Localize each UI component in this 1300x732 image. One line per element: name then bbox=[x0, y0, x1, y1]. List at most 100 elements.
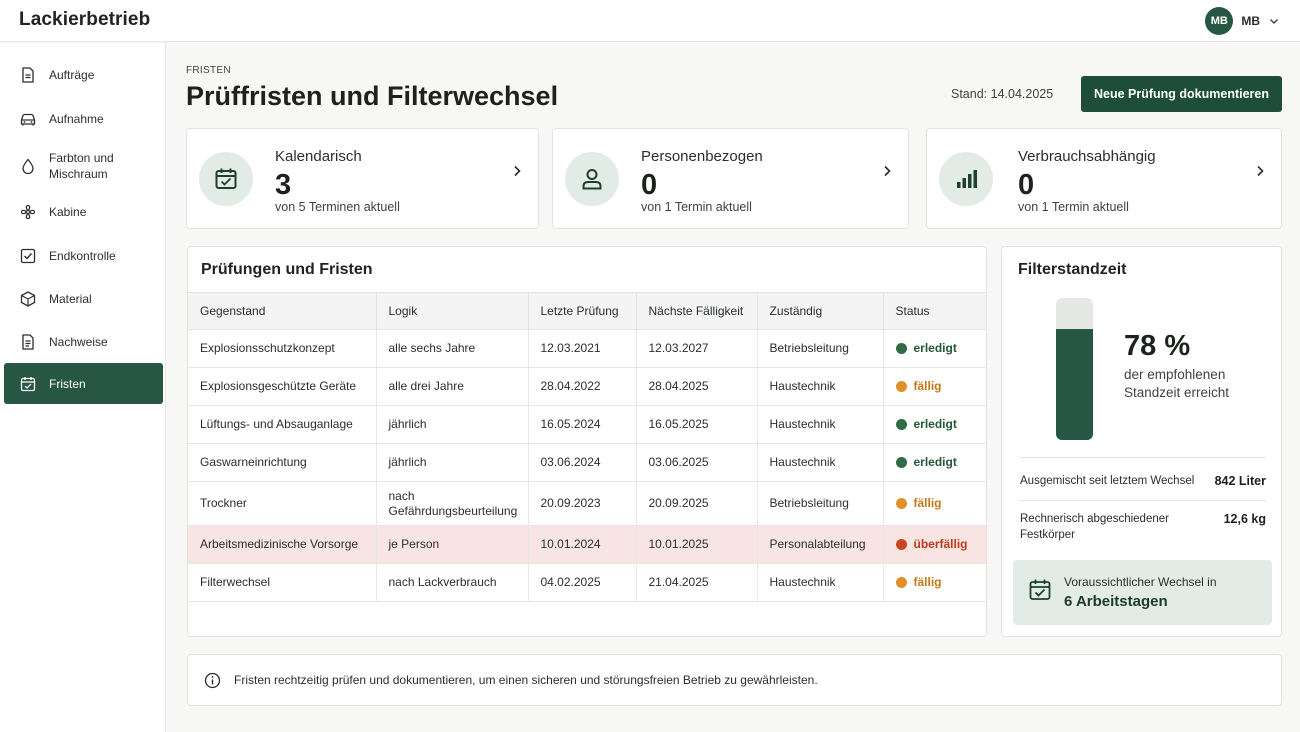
cell-logic: nach Lackverbrauch bbox=[376, 563, 529, 602]
filter-gauge-fill bbox=[1056, 329, 1093, 440]
sidebar-item-nachweise[interactable]: Nachweise bbox=[4, 321, 163, 362]
breadcrumb: FRISTEN bbox=[186, 65, 231, 76]
table-header-row: Gegenstand Logik Letzte Prüfung Nächste … bbox=[188, 292, 986, 330]
cell-next-due: 20.09.2025 bbox=[636, 481, 758, 526]
column-header[interactable]: Letzte Prüfung bbox=[528, 292, 637, 330]
cell-status: fällig bbox=[883, 367, 987, 406]
cell-owner: Betriebsleitung bbox=[757, 481, 884, 526]
user-initials[interactable]: MB bbox=[1241, 14, 1260, 28]
card-icon-wrap bbox=[939, 152, 993, 206]
card-title: Personenbezogen bbox=[641, 148, 763, 165]
avatar[interactable]: MB bbox=[1205, 7, 1234, 35]
sidebar-item-fristen[interactable]: Fristen bbox=[4, 363, 163, 404]
filter-percent: 78 % bbox=[1124, 330, 1191, 362]
filter-panel: Filterstandzeit 78 % der empfohlenen Sta… bbox=[1001, 246, 1282, 637]
cell-status: erledigt bbox=[883, 329, 986, 368]
cell-item: Trockner bbox=[188, 481, 377, 526]
card-value: 0 bbox=[641, 169, 658, 201]
card-sub: von 1 Termin aktuell bbox=[641, 200, 752, 214]
bar-chart-icon bbox=[957, 170, 977, 188]
cell-next-due: 03.06.2025 bbox=[636, 443, 758, 482]
cell-item: Arbeitsmedizinische Vorsorge bbox=[188, 525, 377, 564]
column-header[interactable]: Gegenstand bbox=[188, 292, 377, 330]
card-title: Kalendarisch bbox=[275, 148, 362, 165]
info-text: Fristen rechtzeitig prüfen und dokumenti… bbox=[234, 673, 818, 687]
cell-last-check: 28.04.2022 bbox=[528, 367, 637, 406]
filter-percent-sub: der empfohlenen Standzeit erreicht bbox=[1124, 367, 1230, 400]
table-row[interactable]: Gaswarneinrichtung jährlich 03.06.2024 03.0… bbox=[188, 443, 987, 482]
status-badge: überfällig bbox=[895, 537, 987, 552]
table-row[interactable]: Lüftungs- und Absauganlage jährlich 16.05.… bbox=[188, 405, 987, 444]
sidebar-item-material[interactable]: Material bbox=[4, 278, 163, 319]
mixed-value: 842 Liter bbox=[1214, 474, 1266, 488]
checks-title: Prüfungen und Fristen bbox=[201, 261, 373, 278]
status-dot-icon bbox=[895, 419, 907, 430]
status-badge: fällig bbox=[895, 496, 987, 511]
top-bar: Lackierbetrieb MB MB bbox=[0, 0, 1300, 42]
cell-next-due: 12.03.2027 bbox=[636, 329, 758, 368]
status-dot-icon bbox=[895, 577, 907, 588]
sidebar-item-auftraege[interactable]: Aufträge bbox=[4, 54, 163, 95]
chevron-right-icon[interactable] bbox=[510, 164, 524, 178]
column-header[interactable]: Zuständig bbox=[757, 292, 884, 330]
status-label: fällig bbox=[913, 575, 942, 589]
chevron-down-icon[interactable] bbox=[1268, 15, 1280, 27]
card-icon-wrap bbox=[199, 152, 253, 206]
calendar-check-icon bbox=[1029, 579, 1051, 600]
sidebar-item-kabine[interactable]: Kabine bbox=[4, 191, 163, 232]
card-value: 3 bbox=[275, 169, 292, 201]
next-change-label: Voraussichtlicher Wechsel in bbox=[1064, 575, 1217, 589]
cell-item: Gaswarneinrichtung bbox=[188, 443, 377, 482]
new-inspection-button[interactable]: Neue Prüfung dokumentieren bbox=[1081, 76, 1282, 112]
document-icon bbox=[22, 66, 34, 83]
status-badge: erledigt bbox=[895, 417, 987, 432]
column-header[interactable]: Status bbox=[883, 292, 986, 330]
divider bbox=[1019, 500, 1266, 501]
cell-owner: Haustechnik bbox=[757, 563, 884, 602]
cell-item: Explosionsgeschützte Geräte bbox=[188, 367, 377, 406]
page-title: Prüffristen und Filterwechsel bbox=[186, 81, 559, 111]
status-badge: fällig bbox=[895, 379, 987, 394]
status-badge: erledigt bbox=[895, 455, 987, 470]
summary-card-verbrauchsabhaengig[interactable]: Verbrauchsabhängig 0 von 1 Termin aktuel… bbox=[926, 128, 1282, 229]
summary-card-kalendarisch[interactable]: Kalendarisch 3 von 5 Terminen aktuell bbox=[186, 128, 539, 229]
chevron-right-icon[interactable] bbox=[880, 164, 894, 178]
cell-owner: Haustechnik bbox=[757, 405, 884, 444]
cell-last-check: 20.09.2023 bbox=[528, 481, 637, 526]
cell-logic: je Person bbox=[376, 525, 529, 564]
checks-table: Gegenstand Logik Letzte Prüfung Nächste … bbox=[188, 292, 987, 602]
card-title: Verbrauchsabhängig bbox=[1018, 148, 1156, 165]
table-row[interactable]: Trockner nach Gefährdungsbeurteilung 20.09… bbox=[188, 481, 987, 526]
sidebar-item-label: Fristen bbox=[49, 376, 86, 391]
table-row[interactable]: Arbeitsmedizinische Vorsorge je Person 10.… bbox=[188, 525, 987, 564]
summary-card-personenbezogen[interactable]: Personenbezogen 0 von 1 Termin aktuell bbox=[552, 128, 909, 229]
chevron-right-icon[interactable] bbox=[1253, 164, 1267, 178]
table-row[interactable]: Explosionsgeschützte Geräte alle drei Jah… bbox=[188, 367, 987, 406]
sidebar-item-label: Farbton und Mischraum bbox=[49, 151, 114, 181]
checkbox-icon bbox=[20, 248, 36, 263]
cell-last-check: 12.03.2021 bbox=[528, 329, 637, 368]
card-sub: von 5 Terminen aktuell bbox=[275, 200, 400, 214]
sidebar-item-label: Nachweise bbox=[49, 334, 108, 349]
cell-next-due: 16.05.2025 bbox=[636, 405, 758, 444]
sidebar-item-label: Endkontrolle bbox=[49, 248, 116, 263]
sidebar-item-farbton[interactable]: Farbton und Mischraum bbox=[4, 143, 124, 189]
table-row[interactable]: Filterwechsel nach Lackverbrauch 04.02.202… bbox=[188, 563, 986, 602]
solids-label: Rechnerisch abgeschiedener Festkörper bbox=[1020, 513, 1169, 541]
column-header[interactable]: Nächste Fälligkeit bbox=[636, 292, 758, 330]
column-header[interactable]: Logik bbox=[376, 292, 529, 330]
user-menu[interactable]: MB MB bbox=[1205, 7, 1280, 35]
status-label: fällig bbox=[913, 496, 942, 510]
sidebar-item-aufnahme[interactable]: Aufnahme bbox=[4, 98, 163, 139]
sidebar-item-endkontrolle[interactable]: Endkontrolle bbox=[4, 235, 163, 276]
cell-logic: nach Gefährdungsbeurteilung bbox=[376, 481, 529, 526]
brand-logo[interactable]: Lackierbetrieb bbox=[19, 9, 151, 30]
cell-item: Filterwechsel bbox=[188, 563, 377, 602]
person-icon bbox=[582, 169, 602, 190]
cell-status: fällig bbox=[883, 563, 986, 602]
card-value: 0 bbox=[1018, 169, 1035, 201]
car-icon bbox=[20, 113, 36, 125]
table-row[interactable]: Explosionsschutzkonzept alle sechs Jahre 1… bbox=[188, 329, 986, 368]
cell-owner: Haustechnik bbox=[757, 443, 884, 482]
cell-logic: jährlich bbox=[376, 405, 529, 444]
